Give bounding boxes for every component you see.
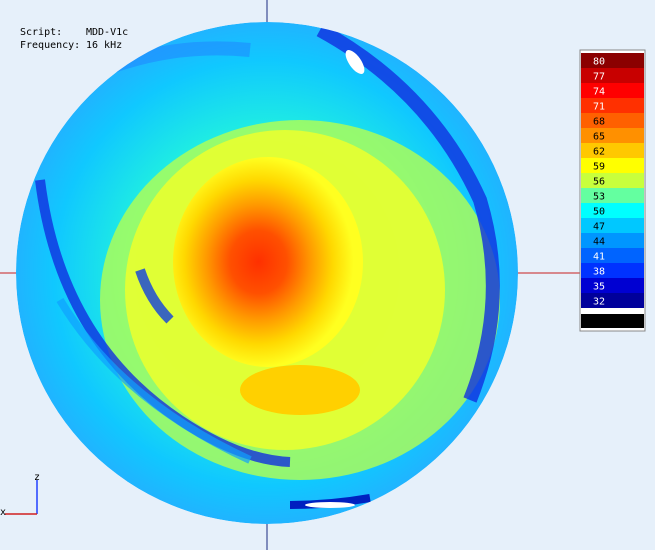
frequency-value: 16 kHz: [86, 40, 122, 51]
colorbar-label: 35: [593, 282, 605, 293]
colorbar-label: 68: [593, 117, 605, 128]
colorbar-label: 74: [593, 87, 605, 98]
colorbar-cell: [581, 113, 644, 128]
colorbar-label: 38: [593, 267, 605, 278]
info: Script: MDD-V1c Frequency: 16 kHz: [20, 27, 128, 51]
field-map: [16, 22, 518, 524]
colorbar-label: 59: [593, 162, 605, 173]
colorbar-cell: [581, 188, 644, 203]
colorbar-cell: [581, 263, 644, 278]
colorbar-cell: [581, 53, 644, 68]
colorbar-label: 41: [593, 252, 605, 263]
colorbar-cell: [581, 203, 644, 218]
colorbar-cell: [581, 248, 644, 263]
colorbar-label: 32: [593, 297, 605, 308]
script-value: MDD-V1c: [86, 27, 128, 38]
colorbar-cell: [581, 158, 644, 173]
x-axis-label: x: [0, 507, 6, 518]
colorbar-cell: [581, 143, 644, 158]
colorbar-cell: [581, 293, 644, 308]
colorbar-label: 77: [593, 72, 605, 83]
colorbar-label: 56: [593, 177, 605, 188]
colorbar-label: 65: [593, 132, 605, 143]
frequency-label: Frequency:: [20, 40, 80, 51]
colorbar-label: 71: [593, 102, 605, 113]
z-axis-label: z: [34, 472, 40, 483]
script-label: Script:: [20, 27, 62, 38]
colorbar-label: 80: [593, 57, 605, 68]
colorbar-cell: [581, 98, 644, 113]
colorbar-cell: [581, 233, 644, 248]
colorbar-cell: [581, 128, 644, 143]
colorbar-below: [581, 314, 644, 328]
colorbar-cell: [581, 278, 644, 293]
colorbar-cell: [581, 68, 644, 83]
colorbar-label: 62: [593, 147, 605, 158]
colorbar-label: 47: [593, 222, 605, 233]
colorbar-cell: [581, 173, 644, 188]
colorbar-cell: [581, 83, 644, 98]
axis-triad: z x: [0, 472, 40, 518]
colorbar-label: 44: [593, 237, 605, 248]
colorbar: 80 77 74 71 68 65 62 59 56 53 50 47 44 41 38 35 32: [579, 49, 646, 332]
colorbar-label: 50: [593, 207, 605, 218]
colorbar-cell: [581, 218, 644, 233]
colorbar-label: 53: [593, 192, 605, 203]
